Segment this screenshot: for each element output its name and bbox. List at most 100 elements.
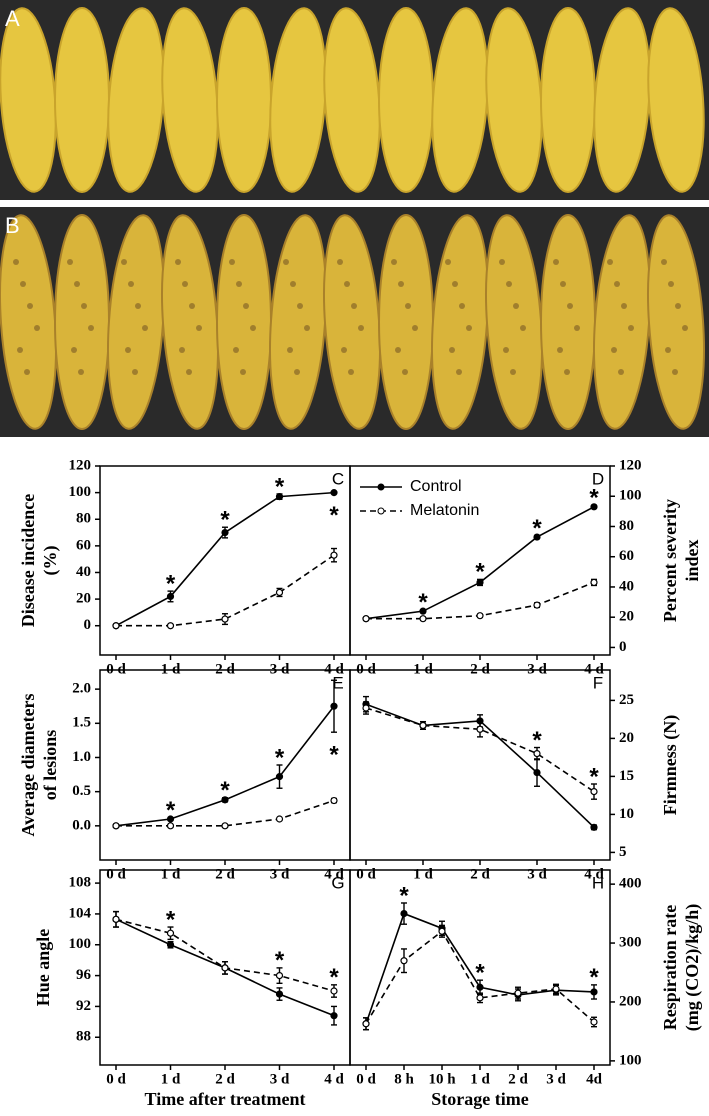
- banana-spot: [128, 281, 134, 287]
- x-tick-label: 0 d: [356, 866, 376, 882]
- y-axis-label: Hue angle: [33, 929, 53, 1007]
- data-point: [275, 588, 284, 597]
- x-tick-label: 1 d: [413, 866, 433, 882]
- y-tick-label: 400: [619, 876, 642, 892]
- y-tick-label: 92: [76, 998, 91, 1014]
- banana-spot: [682, 325, 688, 331]
- significance-mark: *: [275, 744, 285, 771]
- data-point: [221, 964, 229, 972]
- banana-spot: [250, 325, 256, 331]
- x-tick-label: 0 d: [106, 866, 126, 882]
- banana-spot: [142, 325, 148, 331]
- series-line: [115, 705, 335, 827]
- data-point: [438, 927, 446, 935]
- banana-spot: [132, 369, 138, 375]
- banana-spot: [304, 325, 310, 331]
- banana-spot: [449, 347, 455, 353]
- x-tick-label: 0 d: [106, 1071, 126, 1087]
- y-tick-label: 20: [619, 730, 634, 746]
- y-axis-label: Average diameters: [18, 693, 38, 836]
- banana-spot: [233, 347, 239, 353]
- data-point: [275, 493, 284, 501]
- data-point: [221, 528, 229, 537]
- significance-mark: *: [589, 763, 599, 790]
- banana: [647, 214, 705, 430]
- banana-spot: [668, 281, 674, 287]
- y-axis-label: of lesions: [40, 730, 60, 801]
- data-point: [166, 941, 175, 949]
- banana-spot: [175, 259, 181, 265]
- significance-mark: *: [532, 727, 542, 754]
- banana-spot: [287, 347, 293, 353]
- data-point: [275, 815, 284, 823]
- y-tick-label: 5: [619, 844, 627, 860]
- y-axis-label: Respiration rate: [660, 905, 680, 1030]
- x-tick-label: 1 d: [161, 1071, 181, 1087]
- data-point: [166, 622, 175, 630]
- banana-spot: [186, 369, 192, 375]
- banana-spot: [665, 347, 671, 353]
- banana-spot: [358, 325, 364, 331]
- x-tick-label: 10 h: [428, 1071, 456, 1087]
- y-axis-label: (%): [40, 546, 61, 576]
- data-point: [330, 551, 338, 559]
- significance-mark: *: [166, 570, 176, 597]
- banana-spot: [179, 347, 185, 353]
- banana-spot: [135, 303, 141, 309]
- data-point: [533, 601, 541, 609]
- banana-spot: [229, 259, 235, 265]
- banana-spot: [503, 347, 509, 353]
- data-point: [419, 721, 427, 730]
- x-tick-label: 1 d: [470, 1071, 490, 1087]
- data-point: [533, 768, 541, 777]
- data-point: [275, 971, 284, 980]
- y-tick-label: 80: [619, 518, 634, 534]
- legend-label: Control: [410, 478, 462, 495]
- significance-mark: *: [220, 777, 230, 804]
- series-line: [115, 918, 335, 992]
- photos: AB: [0, 0, 709, 437]
- y-tick-label: 88: [76, 1029, 91, 1045]
- data-point: [166, 815, 175, 823]
- banana-spot: [628, 325, 634, 331]
- x-axis-label: Storage time: [431, 1089, 528, 1109]
- y-tick-label: 20: [619, 609, 634, 625]
- banana-spot: [513, 303, 519, 309]
- banana-spot: [510, 369, 516, 375]
- data-point: [590, 787, 598, 796]
- banana-spot: [499, 259, 505, 265]
- data-point: [221, 615, 229, 623]
- banana: [378, 7, 434, 193]
- y-tick-label: 96: [76, 967, 92, 983]
- data-point: [476, 578, 484, 587]
- data-point: [362, 704, 370, 712]
- x-tick-label: 0 d: [356, 1071, 376, 1087]
- data-point: [419, 615, 427, 623]
- y-tick-label: 200: [619, 993, 642, 1009]
- banana-spot: [456, 369, 462, 375]
- y-tick-label: 0.5: [72, 783, 91, 799]
- y-tick-label: 100: [619, 1052, 642, 1068]
- banana-spot: [661, 259, 667, 265]
- photo-label: A: [5, 6, 20, 31]
- significance-mark: *: [220, 507, 230, 534]
- banana-spot: [405, 303, 411, 309]
- data-point: [166, 929, 175, 937]
- data-point: [590, 823, 598, 831]
- banana-spot: [445, 259, 451, 265]
- data-point: [476, 725, 484, 733]
- significance-mark: *: [589, 485, 599, 512]
- y-tick-label: 0: [84, 617, 92, 633]
- data-point: [400, 957, 408, 965]
- data-point: [590, 988, 598, 996]
- y-tick-label: 60: [76, 537, 91, 553]
- banana-spot: [283, 259, 289, 265]
- significance-mark: *: [475, 559, 485, 586]
- banana-spot: [391, 259, 397, 265]
- data-point: [533, 533, 541, 541]
- panel-letter: E: [332, 673, 343, 692]
- y-axis-label: Disease incidence: [18, 494, 38, 627]
- panel-letter: G: [331, 873, 344, 892]
- data-point: [362, 1020, 370, 1028]
